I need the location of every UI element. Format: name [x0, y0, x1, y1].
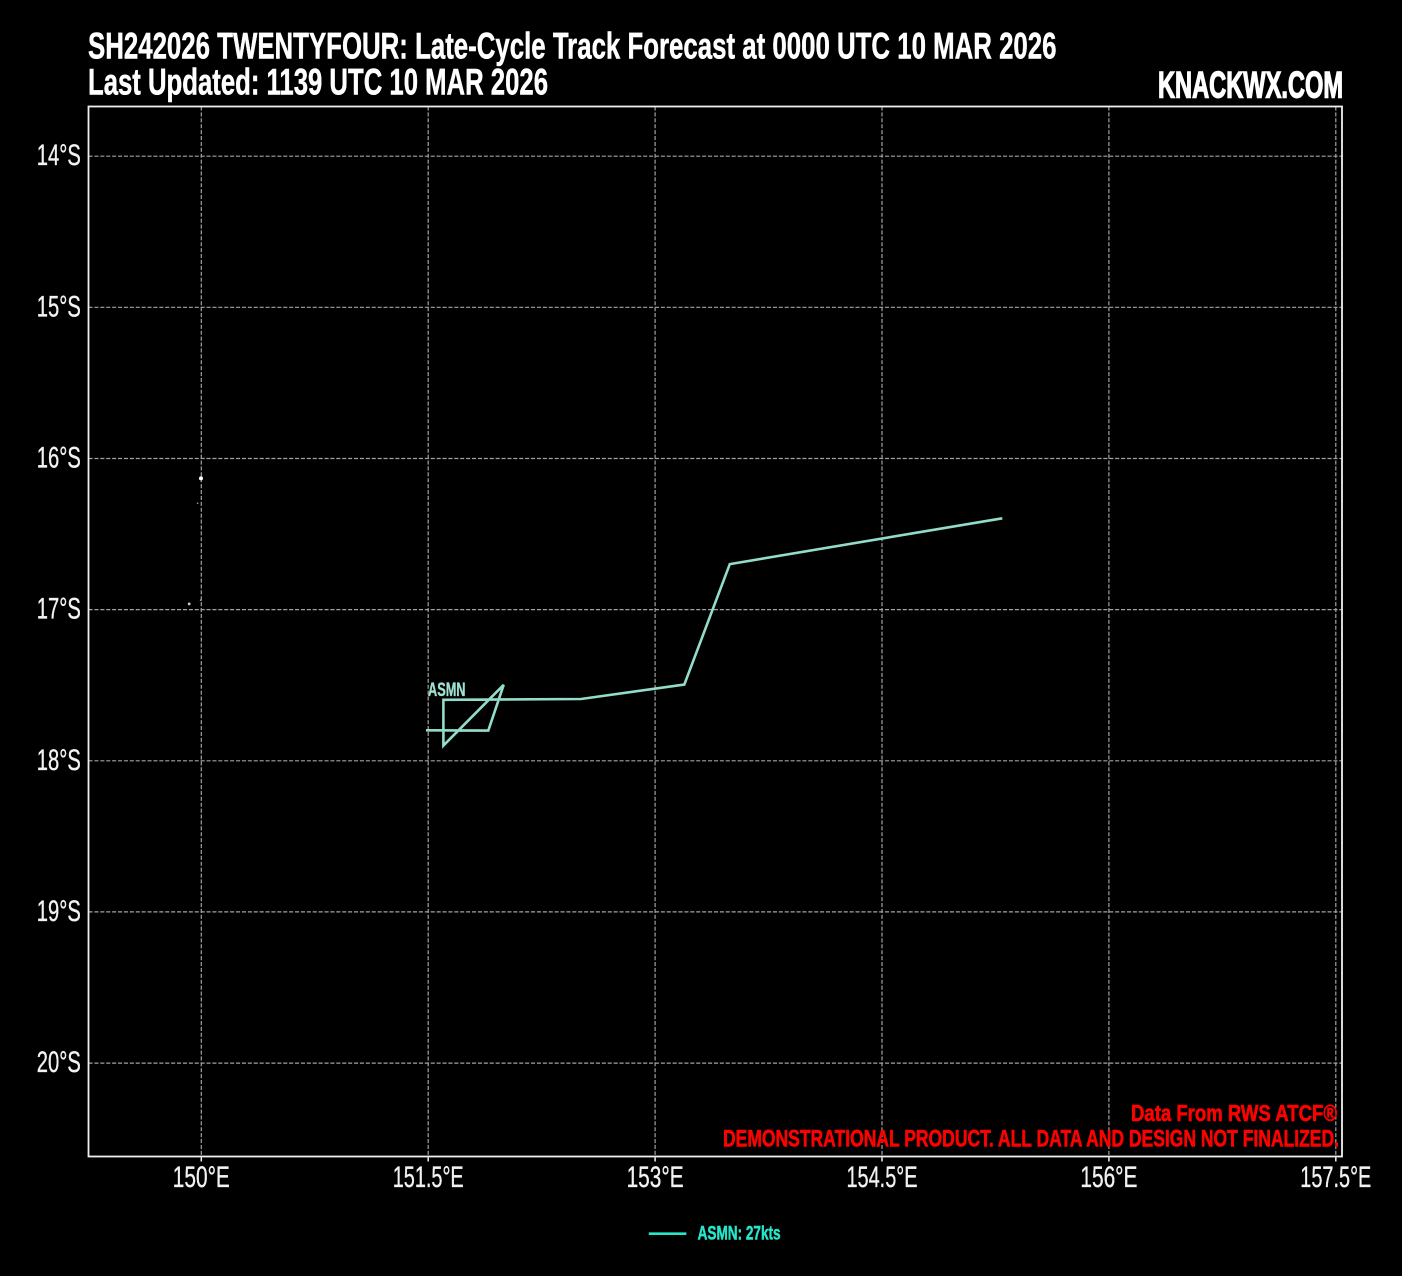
- svg-text:150°E: 150°E: [173, 1161, 230, 1194]
- svg-text:18°S: 18°S: [37, 744, 81, 777]
- svg-text:Last Updated: 1139 UTC 10 MAR: Last Updated: 1139 UTC 10 MAR 2026: [88, 62, 548, 103]
- svg-text:15°S: 15°S: [37, 290, 81, 323]
- svg-text:SH242026 TWENTYFOUR: Late-Cycl: SH242026 TWENTYFOUR: Late-Cycle Track Fo…: [88, 26, 1057, 67]
- svg-text:17°S: 17°S: [37, 593, 81, 626]
- svg-text:DEMONSTRATIONAL PRODUCT. ALL D: DEMONSTRATIONAL PRODUCT. ALL DATA AND DE…: [723, 1125, 1339, 1152]
- svg-text:20°S: 20°S: [37, 1046, 81, 1079]
- svg-text:151.5°E: 151.5°E: [393, 1161, 464, 1194]
- svg-text:Data From RWS ATCF®: Data From RWS ATCF®: [1131, 1100, 1337, 1126]
- svg-text:ASMN: 27kts: ASMN: 27kts: [698, 1223, 781, 1244]
- svg-text:156°E: 156°E: [1080, 1161, 1137, 1194]
- svg-text:157.5°E: 157.5°E: [1300, 1161, 1371, 1194]
- svg-text:ASMN: ASMN: [428, 680, 466, 701]
- svg-text:16°S: 16°S: [37, 442, 81, 475]
- svg-text:14°S: 14°S: [37, 139, 81, 172]
- svg-text:154.5°E: 154.5°E: [847, 1161, 918, 1194]
- svg-text:19°S: 19°S: [37, 895, 81, 928]
- svg-text:153°E: 153°E: [627, 1161, 684, 1194]
- svg-text:KNACKWX.COM: KNACKWX.COM: [1158, 64, 1343, 105]
